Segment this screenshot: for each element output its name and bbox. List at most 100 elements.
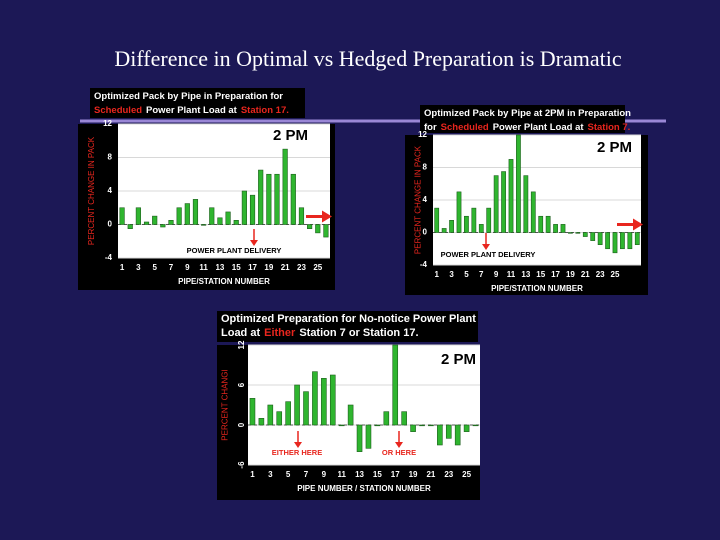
bar [217, 217, 223, 225]
x-tick-label: 1 [434, 270, 439, 279]
x-tick-label: 15 [373, 470, 382, 479]
annotation: POWER PLANT DELIVERY [441, 250, 536, 259]
bar [135, 207, 141, 225]
bar [383, 411, 390, 426]
bar [233, 220, 239, 225]
chart-title-box [217, 311, 478, 342]
y-tick-label: 12 [237, 340, 246, 349]
x-tick-label: 13 [215, 263, 224, 272]
x-tick-label: 11 [507, 270, 516, 279]
x-tick-label: 7 [479, 270, 484, 279]
bar [582, 232, 588, 237]
arrow-head [633, 218, 643, 231]
annotation: EITHER HERE [272, 448, 322, 457]
bar [338, 424, 345, 427]
bar [127, 224, 133, 229]
y-tick-label: 6 [237, 382, 246, 387]
bar [241, 190, 247, 225]
x-tick-label: 23 [297, 263, 306, 272]
bar [356, 424, 363, 452]
x-tick-label: 13 [521, 270, 530, 279]
chart-title-line: Optimized Pack by Pipe in Preparation fo… [94, 91, 283, 102]
bar [428, 424, 434, 427]
x-tick-label: 21 [426, 470, 435, 479]
y-tick-label: 8 [108, 153, 113, 162]
x-tick-label: 9 [185, 263, 190, 272]
chart-title-line: Optimized Preparation for No-notice Powe… [221, 313, 476, 325]
x-tick-label: 25 [313, 263, 322, 272]
x-tick-label: 9 [494, 270, 499, 279]
bar [449, 220, 454, 233]
bar [209, 207, 215, 225]
y-tick-label: -6 [237, 461, 246, 469]
y-tick-label: 4 [108, 186, 113, 195]
slide-title: Difference in Optimal vs Hedged Preparat… [114, 46, 621, 71]
bar [597, 232, 603, 245]
bar [464, 215, 469, 233]
bar [282, 148, 288, 225]
bar [192, 199, 199, 225]
x-tick-label: 23 [444, 470, 453, 479]
chart-title-segment: Scheduled [94, 105, 142, 116]
bar [437, 424, 443, 446]
y-tick-label: -4 [105, 253, 113, 262]
chart-title-line: for Scheduled Power Plant Load at Station 7… [424, 122, 630, 133]
bar [307, 224, 313, 229]
bar [478, 224, 484, 233]
y-tick-label: 0 [423, 228, 428, 237]
bar [258, 169, 264, 225]
bar [365, 424, 372, 449]
bar [119, 207, 125, 225]
chart-title-segment: Station 17. [241, 105, 289, 116]
bar [321, 378, 327, 426]
bar [168, 220, 174, 225]
chart-title-line: Scheduled Power Plant Load at Station 17. [94, 105, 289, 116]
chart-title-segment: Scheduled [441, 122, 489, 133]
chart-title-line: Optimized Pack by Pipe at 2PM in Prepara… [424, 108, 631, 119]
x-tick-label: 3 [268, 470, 273, 479]
arrow-head [294, 442, 302, 448]
y-axis-label: PERCENT CHANGE IN PACK [414, 145, 423, 254]
x-tick-label: 1 [250, 470, 255, 479]
bar [274, 173, 280, 225]
bar [508, 159, 514, 233]
x-tick-label: 1 [120, 263, 125, 272]
bar [294, 384, 300, 426]
bar [530, 191, 536, 233]
arrow-head [250, 240, 258, 246]
chart-title-box [420, 105, 625, 133]
chart-title-segment: Station 7 or Station 17. [299, 327, 418, 339]
bar [374, 424, 381, 427]
x-axis-label: PIPE/STATION NUMBER [178, 277, 270, 286]
bar [627, 232, 633, 250]
bar [410, 424, 416, 432]
x-tick-label: 19 [566, 270, 575, 279]
x-tick-label: 5 [286, 470, 291, 479]
bar [290, 173, 296, 225]
x-tick-label: 3 [449, 270, 454, 279]
annotation: 2 PM [273, 127, 308, 144]
bar [176, 207, 182, 225]
chart-title-box [90, 88, 305, 118]
x-tick-label: 17 [391, 470, 400, 479]
bar [553, 224, 558, 233]
bar [445, 424, 452, 439]
x-tick-label: 19 [409, 470, 418, 479]
bar [463, 424, 470, 432]
bar [434, 207, 440, 233]
bar [545, 215, 551, 233]
x-tick-label: 17 [551, 270, 560, 279]
y-axis-label: PERCENT CHANGI [221, 369, 230, 440]
bar [456, 191, 462, 233]
y-tick-label: 8 [423, 163, 428, 172]
annotation: POWER PLANT DELIVERY [187, 246, 282, 255]
bar [152, 215, 158, 225]
chart-title-segment: Power Plant Load at [493, 122, 585, 133]
x-axis-label: PIPE NUMBER / STATION NUMBER [297, 484, 431, 493]
y-tick-label: 4 [423, 195, 428, 204]
chart-title-segment: Optimized Pack by Pipe at 2PM in Prepara… [424, 108, 631, 119]
x-tick-label: 19 [264, 263, 273, 272]
x-tick-label: 7 [169, 263, 174, 272]
x-tick-label: 25 [462, 470, 471, 479]
